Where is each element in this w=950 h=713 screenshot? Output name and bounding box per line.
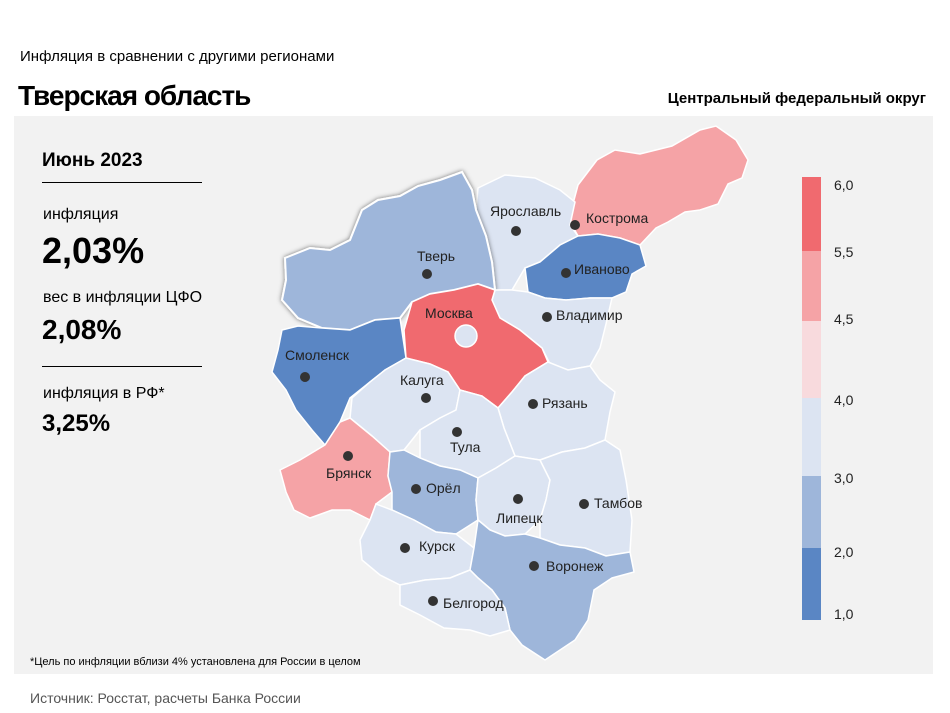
city-label: Москва bbox=[425, 305, 473, 321]
city-dot bbox=[411, 484, 421, 494]
city-label: Орёл bbox=[426, 480, 461, 496]
city-label: Владимир bbox=[556, 307, 623, 323]
city-dot bbox=[511, 226, 521, 236]
city-dots bbox=[300, 220, 589, 606]
district-label: Центральный федеральный округ bbox=[667, 90, 926, 107]
city-dot bbox=[428, 596, 438, 606]
moscow-city-marker bbox=[454, 324, 478, 348]
weight-value: 2,08% bbox=[42, 314, 122, 345]
period-label: Июнь 2023 bbox=[42, 150, 143, 171]
city-dot bbox=[529, 561, 539, 571]
city-label: Воронеж bbox=[546, 558, 604, 574]
city-label: Тула bbox=[450, 439, 481, 455]
city-label: Калуга bbox=[400, 372, 444, 388]
city-label: Липецк bbox=[496, 510, 543, 526]
city-label: Ярославль bbox=[490, 203, 561, 219]
city-label: Рязань bbox=[542, 395, 588, 411]
legend-swatch bbox=[802, 398, 821, 476]
legend-swatch bbox=[802, 321, 821, 398]
inflation-label: инфляция bbox=[43, 206, 119, 223]
legend-swatch bbox=[802, 548, 821, 620]
region-belgorod bbox=[399, 569, 511, 637]
subtitle: Инфляция в сравнении с другими регионами bbox=[20, 48, 335, 65]
city-label: Кострома bbox=[586, 210, 649, 226]
legend-swatch bbox=[802, 177, 821, 251]
city-label: Смоленск bbox=[285, 347, 350, 363]
divider bbox=[42, 366, 202, 367]
legend-tick: 1,0 bbox=[834, 606, 854, 622]
legend-tick: 4,0 bbox=[834, 392, 854, 408]
legend-tick: 6,0 bbox=[834, 177, 854, 193]
legend-tick: 5,5 bbox=[834, 244, 854, 260]
divider bbox=[42, 182, 202, 183]
legend-tick: 4,5 bbox=[834, 311, 854, 327]
city-dot bbox=[422, 269, 432, 279]
region-kostroma bbox=[567, 125, 749, 246]
city-dot bbox=[300, 372, 310, 382]
page-title: Тверская область bbox=[18, 80, 251, 111]
city-dot bbox=[570, 220, 580, 230]
legend-swatch bbox=[802, 476, 821, 548]
color-legend: 6,0 5,5 4,5 4,0 3,0 2,0 1,0 bbox=[802, 177, 854, 622]
city-dot bbox=[561, 268, 571, 278]
city-dot bbox=[542, 312, 552, 322]
legend-tick: 3,0 bbox=[834, 470, 854, 486]
city-label: Тамбов bbox=[594, 495, 642, 511]
city-label: Брянск bbox=[326, 465, 372, 481]
weight-label: вес в инфляции ЦФО bbox=[43, 289, 203, 306]
city-dot bbox=[528, 399, 538, 409]
city-label: Курск bbox=[419, 538, 456, 554]
rf-inflation-label: инфляция в РФ* bbox=[43, 385, 165, 402]
legend-tick: 2,0 bbox=[834, 544, 854, 560]
legend-swatch bbox=[802, 251, 821, 321]
rf-inflation-value: 3,25% bbox=[42, 410, 111, 437]
city-dot bbox=[513, 494, 523, 504]
city-label: Иваново bbox=[574, 261, 630, 277]
city-dot bbox=[400, 543, 410, 553]
footnote: *Цель по инфляции вблизи 4% установлена … bbox=[30, 656, 361, 668]
city-label: Белгород bbox=[443, 595, 504, 611]
city-dot bbox=[421, 393, 431, 403]
city-dot bbox=[579, 499, 589, 509]
city-dot bbox=[343, 451, 353, 461]
source-note: Источник: Росстат, расчеты Банка России bbox=[30, 690, 301, 706]
inflation-value: 2,03% bbox=[42, 230, 145, 271]
city-label: Тверь bbox=[417, 248, 455, 264]
city-dot bbox=[452, 427, 462, 437]
